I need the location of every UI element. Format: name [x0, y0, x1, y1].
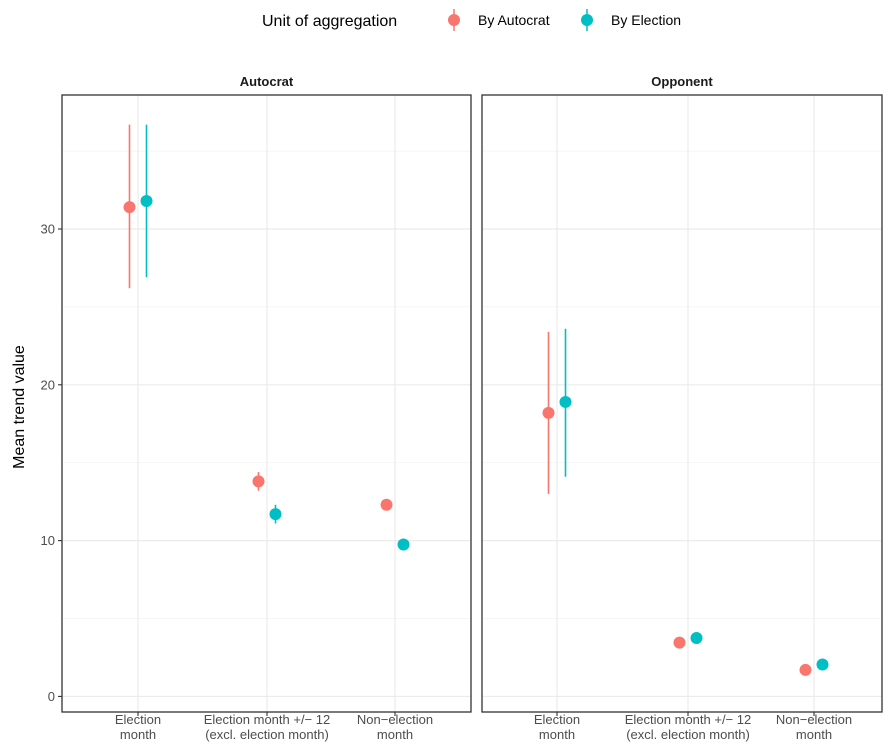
panel-border: [481, 94, 883, 713]
y-axis-title: Mean trend value: [11, 345, 28, 469]
y-tick-label: 10: [41, 533, 55, 548]
data-point: [140, 194, 153, 207]
facet-title: Opponent: [651, 74, 713, 89]
legend-title: Unit of aggregation: [262, 13, 397, 30]
x-tick-label: Non−election: [357, 712, 433, 727]
data-point: [559, 395, 572, 408]
x-tick-label: Election: [534, 712, 580, 727]
y-tick-label: 30: [41, 221, 55, 236]
facet-strip: [482, 69, 882, 95]
legend-key-point: [581, 14, 593, 26]
x-tick-label: month: [120, 727, 156, 742]
x-tick-label: (excl. election month): [205, 727, 329, 742]
x-tick-label: (excl. election month): [626, 727, 750, 742]
data-point: [397, 538, 410, 551]
data-point: [799, 663, 812, 676]
x-tick-label: Election month +/− 12: [204, 712, 330, 727]
facet-title: Autocrat: [240, 74, 294, 89]
x-tick-label: month: [377, 727, 413, 742]
x-tick-label: Election month +/− 12: [625, 712, 751, 727]
data-point: [816, 658, 829, 671]
panel-background: [482, 95, 882, 712]
x-tick-label: month: [796, 727, 832, 742]
data-point: [252, 475, 265, 488]
data-point: [673, 636, 686, 649]
x-tick-label: month: [539, 727, 575, 742]
legend-key-point: [448, 14, 460, 26]
data-point: [269, 508, 282, 521]
y-tick-label: 0: [48, 689, 55, 704]
data-point: [123, 201, 136, 214]
y-tick-label: 20: [41, 377, 55, 392]
data-point: [690, 631, 703, 644]
legend: Unit of aggregation By Autocrat By Electi…: [262, 9, 681, 31]
x-tick-label: Non−election: [776, 712, 852, 727]
x-tick-label: Election: [115, 712, 161, 727]
legend-label: By Election: [611, 12, 681, 28]
facet-strip: [62, 69, 471, 95]
legend-label: By Autocrat: [478, 12, 550, 28]
data-point: [542, 406, 555, 419]
data-point: [380, 498, 393, 511]
